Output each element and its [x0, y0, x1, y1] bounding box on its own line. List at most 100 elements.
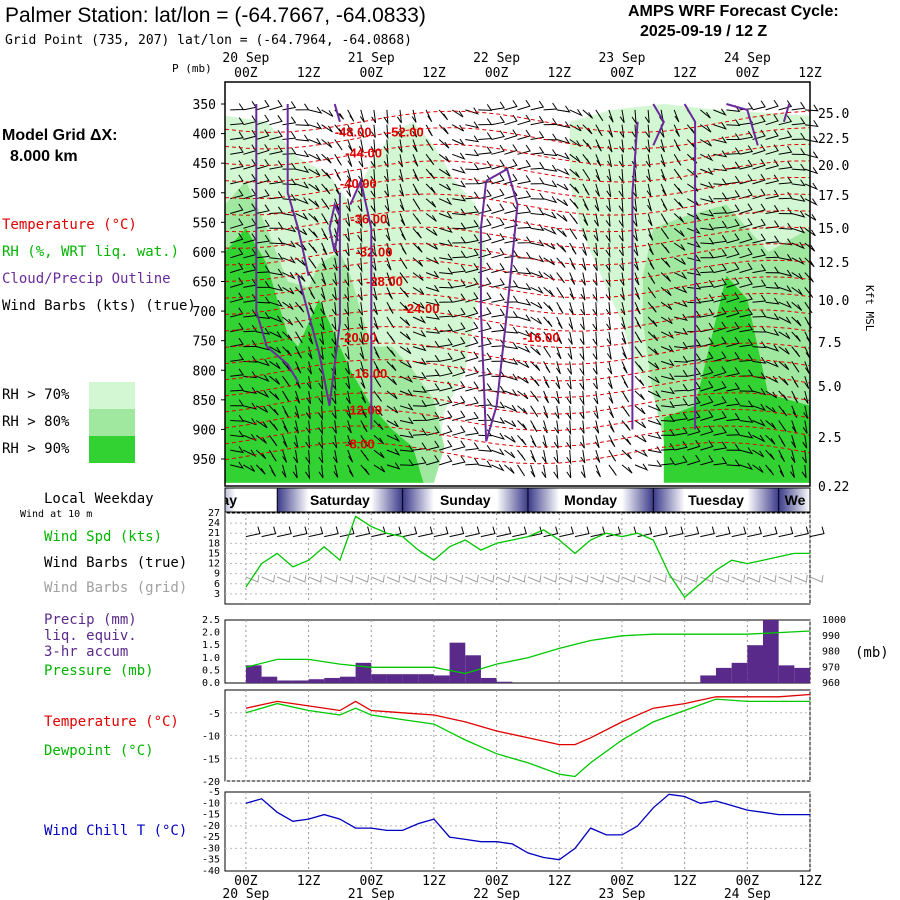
wind-barb: [660, 198, 668, 211]
wind-barb: [579, 405, 585, 420]
wind-barb: [794, 526, 809, 538]
wind-barb: [517, 360, 530, 369]
wind-barb: [331, 287, 337, 301]
wind-barb: [478, 277, 492, 288]
wind-barb: [504, 464, 515, 474]
wind-barb: [383, 109, 389, 125]
wind-barb: [661, 443, 676, 451]
wind-barb: [358, 169, 363, 183]
windchill-tick: -15: [202, 810, 220, 821]
wind-barb: [778, 526, 794, 538]
wind-barb: [673, 168, 683, 180]
wind-barb: [230, 103, 245, 111]
windchill-tick: -40: [202, 866, 220, 877]
wind-barb: [580, 302, 586, 316]
wind-barb: [318, 464, 324, 479]
wind-barb: [687, 339, 702, 348]
wind-barb: [647, 404, 662, 412]
wind-barb: [359, 109, 365, 123]
wind-barb: [605, 272, 611, 288]
wind-barb: [269, 420, 279, 431]
wind-barb: [465, 411, 479, 421]
wind-barb: [632, 198, 638, 212]
wind-barb: [645, 139, 651, 153]
wind-10m-label: Wind at 10 m: [20, 509, 93, 520]
wind-barb: [791, 179, 806, 187]
wind-barb: [360, 376, 366, 389]
wind-barb: [605, 242, 611, 258]
wind-barb: [739, 218, 753, 229]
wind-barb: [451, 124, 465, 132]
wind-barb: [295, 150, 310, 158]
wind-barb: [530, 115, 545, 126]
bottom-date-label: 24 Sep: [724, 887, 771, 900]
wind-barb: [346, 168, 352, 182]
wind-barb: [752, 173, 766, 185]
wind-barb: [582, 154, 592, 165]
wind-barb: [399, 198, 405, 212]
wind-barb: [386, 526, 402, 538]
wind-barb: [674, 412, 688, 421]
wind-barb: [530, 100, 545, 111]
wind-barb: [606, 574, 620, 583]
wind-barb: [608, 464, 617, 476]
isotherm-label: -48.00: [335, 125, 372, 140]
wind-barb: [452, 307, 466, 318]
wind-barb: [726, 321, 740, 333]
wind-barb: [256, 312, 271, 320]
pressure-tick-label: 550: [193, 216, 216, 231]
wind-barb: [739, 247, 753, 259]
wind-barb: [370, 228, 376, 242]
wind-barb: [556, 331, 563, 345]
wind-barb: [778, 145, 793, 155]
wind-barb: [619, 272, 625, 286]
wind-barb: [504, 129, 518, 140]
wind-barb: [765, 434, 776, 445]
wind-barb: [452, 166, 466, 174]
weekday-cell: [778, 488, 810, 512]
weekday-label: Saturday: [310, 492, 370, 508]
isotherm: [224, 110, 811, 133]
wind-barb: [634, 420, 647, 429]
wind-barb: [726, 119, 741, 127]
precip-bar: [794, 667, 810, 683]
wind-barb: [579, 420, 585, 434]
wind-barb: [647, 390, 662, 399]
wind-barb: [308, 574, 323, 583]
wind-barb: [230, 353, 244, 362]
wind-barb: [567, 361, 572, 375]
wind-barb: [647, 301, 657, 313]
wind-barb: [594, 198, 600, 212]
wind-barb: [713, 366, 727, 377]
wind-barb: [700, 410, 714, 421]
wind-barb: [269, 237, 284, 245]
wind-barb: [530, 255, 545, 263]
wind-barb: [752, 294, 767, 303]
wind-barb: [579, 346, 585, 362]
wind-barb: [452, 208, 467, 216]
wind-barb: [491, 385, 506, 393]
wind-barb: [426, 369, 440, 377]
wind-barb: [660, 213, 669, 225]
precip-bar: [339, 676, 356, 683]
wind-barb: [269, 221, 284, 229]
legend-rh: RH (%, WRT liq. wat.): [2, 244, 180, 260]
wind-barb: [687, 396, 701, 407]
weekday-frame: [224, 487, 811, 513]
wind-barb: [700, 251, 715, 259]
wind-barb: [778, 420, 787, 432]
wind-barb: [726, 397, 741, 407]
isotherm-label: -32.00: [356, 245, 393, 260]
wind-barb: [566, 405, 572, 421]
wind-barb: [491, 417, 506, 425]
station-title: Palmer Station: lat/lon = (-64.7667, -64…: [5, 4, 426, 27]
wind-barb: [386, 448, 401, 456]
wind-barb: [809, 574, 824, 583]
bottom-date-label: 21 Sep: [348, 887, 395, 900]
wind-barb: [357, 242, 363, 258]
wind-barb: [491, 293, 505, 303]
wind-barb: [726, 262, 740, 274]
wind-barb: [344, 287, 350, 303]
wind-barb: [370, 154, 376, 170]
wind-barb: [452, 194, 467, 202]
